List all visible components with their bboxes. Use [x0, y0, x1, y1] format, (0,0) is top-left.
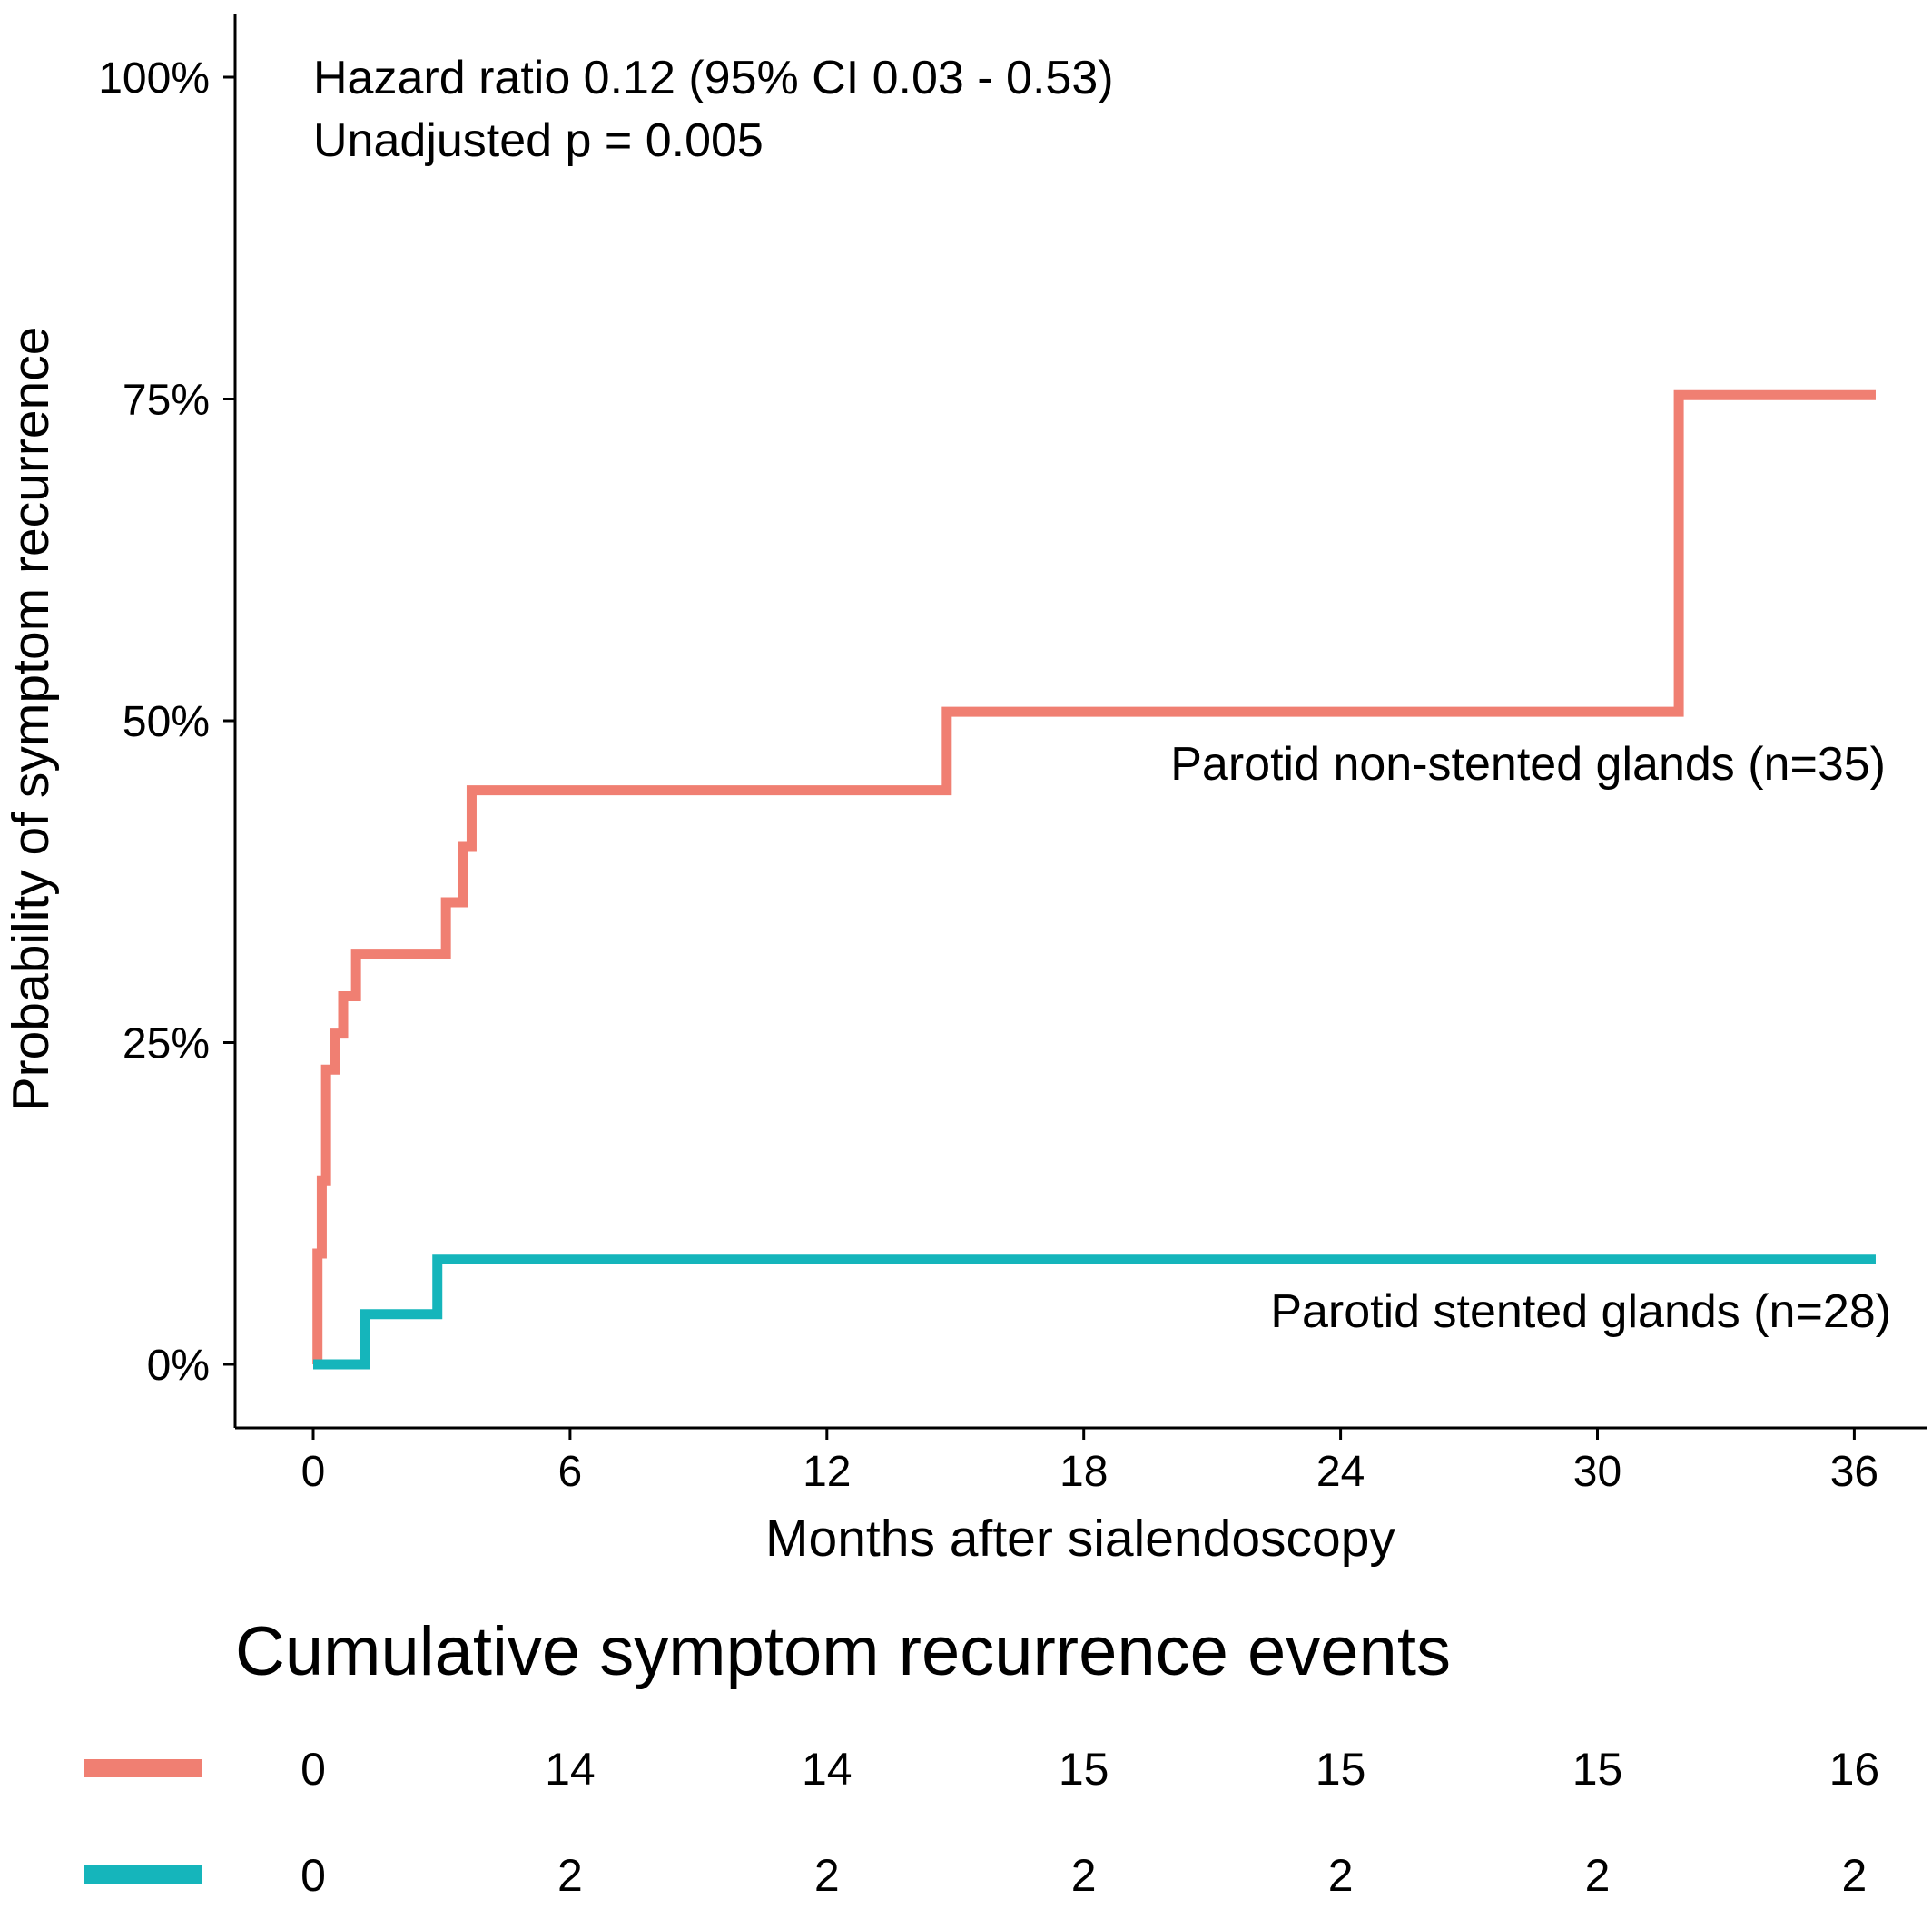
risk-table-cell: 14 — [545, 1744, 596, 1795]
x-tick-label: 12 — [803, 1448, 851, 1496]
y-ticks: 0% 25% 50% 75% 100% — [98, 54, 235, 1390]
y-tick-label: 0% — [147, 1342, 210, 1390]
plot-axes — [233, 14, 1927, 1430]
series-lines — [312, 389, 1876, 1370]
y-tick-label: 100% — [98, 54, 210, 103]
risk-table-legend-swatch — [84, 1759, 202, 1777]
x-tick-label: 30 — [1573, 1448, 1622, 1496]
series-label-stented: Parotid stented glands (n=28) — [1270, 1285, 1891, 1338]
risk-table-cell: 16 — [1829, 1744, 1880, 1795]
risk-table-title: Cumulative symptom recurrence events — [235, 1613, 1451, 1690]
risk-table-cell: 2 — [1585, 1850, 1611, 1901]
x-tick-label: 18 — [1060, 1448, 1108, 1496]
p-value-annotation: Unadjusted p = 0.005 — [313, 114, 764, 167]
hazard-ratio-annotation: Hazard ratio 0.12 (95% CI 0.03 - 0.53) — [313, 52, 1114, 104]
x-tick-label: 0 — [301, 1448, 326, 1496]
y-tick-label: 50% — [123, 698, 210, 746]
x-ticks: 0 6 12 18 24 30 36 — [301, 1428, 1878, 1496]
risk-table-cell: 2 — [1071, 1850, 1097, 1901]
x-axis-title: Months after sialendoscopy — [765, 1510, 1395, 1568]
risk-table-cell: 15 — [1059, 1744, 1109, 1795]
risk-table-cell: 0 — [301, 1850, 326, 1901]
x-tick-label: 6 — [558, 1448, 583, 1496]
risk-table-cell: 15 — [1316, 1744, 1366, 1795]
risk-table-cell: 2 — [814, 1850, 840, 1901]
risk-table-legend-swatch — [84, 1865, 202, 1884]
y-tick-label: 25% — [123, 1020, 210, 1068]
risk-table-cell: 14 — [802, 1744, 853, 1795]
risk-table: 0 14 14 15 15 15 16 0 2 2 2 2 2 2 — [84, 1744, 1879, 1901]
series-line-stented — [313, 1254, 1876, 1370]
x-tick-label: 36 — [1830, 1448, 1878, 1496]
series-label-non-stented: Parotid non-stented glands (n=35) — [1170, 738, 1886, 791]
risk-table-cell: 0 — [301, 1744, 326, 1795]
risk-table-cell: 2 — [1841, 1850, 1867, 1901]
risk-table-cell: 2 — [1328, 1850, 1354, 1901]
x-tick-label: 24 — [1316, 1448, 1365, 1496]
y-axis-title: Probability of symptom recurrence — [2, 327, 60, 1112]
risk-table-cell: 15 — [1572, 1744, 1623, 1795]
series-line-non-stented — [312, 389, 1876, 1370]
y-tick-label: 75% — [123, 377, 210, 425]
risk-table-cell: 2 — [557, 1850, 583, 1901]
